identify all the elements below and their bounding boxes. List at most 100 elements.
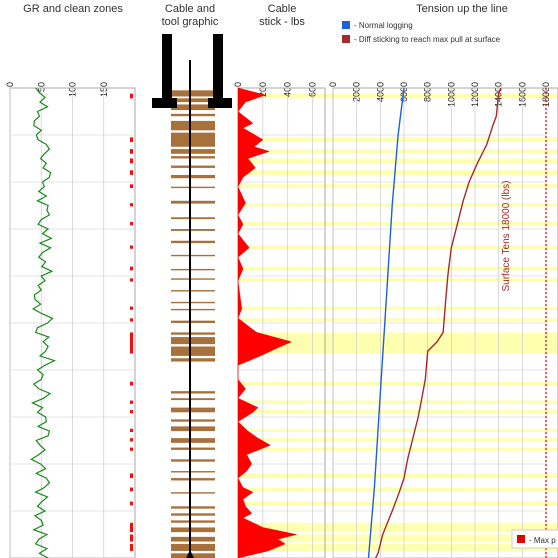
cable-band <box>171 527 215 533</box>
clean-zone-marker <box>130 473 133 479</box>
highlight-band <box>238 278 558 282</box>
gr-grid <box>9 88 135 558</box>
highlight-band <box>238 203 558 207</box>
legend-swatch-sticking <box>342 35 350 43</box>
clean-zone-marker <box>130 534 133 542</box>
cable-band <box>171 419 215 422</box>
clean-zone-marker <box>130 501 133 506</box>
highlight-band <box>238 501 558 506</box>
legend-label-sticking: - Diff sticking to reach max pull at sur… <box>354 35 501 44</box>
stick-panel: Cable stick - lbs 0 200 400 600 <box>233 3 326 558</box>
highlight-band <box>238 447 558 451</box>
max-pull-legend-box: - Max p <box>511 529 558 549</box>
legend-label-normal: - Normal logging <box>354 21 413 30</box>
tension-grid <box>332 88 547 558</box>
cable-band <box>171 240 215 244</box>
cable-panel: Cable and tool graphic <box>152 3 232 558</box>
gr-tick-label: 0 <box>5 82 15 87</box>
cable-band <box>171 478 215 481</box>
highlight-band <box>238 400 558 404</box>
max-pull-legend-frame <box>511 529 558 549</box>
cable-bands <box>171 90 215 558</box>
clean-zone-marker <box>130 522 133 533</box>
cable-band <box>171 90 215 97</box>
cable-band <box>171 278 215 280</box>
cable-panel-title: Cable and tool graphic <box>162 3 219 28</box>
clean-zone-marker <box>130 170 133 175</box>
highlight-band <box>238 158 558 164</box>
surface-tension-annotation: Surface Tens 18000 (lbs) <box>501 181 512 292</box>
cable-band <box>171 391 215 394</box>
clean-zone-marker <box>130 306 133 310</box>
cable-band <box>171 229 215 231</box>
stick-tick-label: 0 <box>233 82 243 87</box>
highlight-band <box>238 332 558 354</box>
clean-zone-marker <box>130 245 133 249</box>
cable-band <box>171 506 215 509</box>
clean-zone-marker <box>130 409 133 414</box>
cable-band <box>171 426 215 432</box>
cable-band <box>171 459 215 462</box>
tool-graphic <box>152 34 232 558</box>
clean-zone-marker <box>130 203 133 207</box>
clean-zone-marker <box>130 278 133 282</box>
cable-band <box>171 543 215 551</box>
cable-band <box>171 492 215 494</box>
highlight-band <box>238 534 558 542</box>
clean-zone-marker <box>130 184 133 189</box>
highlight-band <box>238 170 558 175</box>
clean-zone-markers <box>130 93 133 551</box>
max-pull-legend-swatch <box>517 535 525 543</box>
clean-zone-marker <box>130 266 133 271</box>
highlight-band <box>238 409 558 414</box>
legend-swatch-normal <box>342 21 350 29</box>
normal-logging-line <box>367 87 405 558</box>
clean-zone-marker <box>130 221 133 226</box>
cable-band <box>171 301 215 304</box>
cable-band <box>171 120 215 131</box>
gr-line <box>30 87 56 558</box>
clean-zone-marker <box>130 428 133 433</box>
gr-tick-label: 50 <box>36 82 46 92</box>
highlight-band <box>238 428 558 433</box>
highlight-band <box>238 245 558 249</box>
cable-band <box>171 337 215 345</box>
highlight-band <box>238 381 558 386</box>
cable-band <box>171 268 215 271</box>
highlight-band <box>238 149 558 154</box>
tension-tick-label: 0 <box>328 82 338 87</box>
gr-x-ticks: 0 50 100 150 <box>5 82 109 97</box>
cable-band <box>171 332 215 335</box>
clean-zone-marker <box>130 447 133 451</box>
cable-band <box>171 132 215 147</box>
cable-band <box>171 98 215 103</box>
clean-zone-marker <box>130 137 133 143</box>
cable-band <box>171 186 215 189</box>
clean-zone-marker <box>130 438 133 442</box>
clean-zone-marker <box>130 149 133 154</box>
clean-zone-marker <box>130 93 133 99</box>
tension-legend: - Normal logging - Diff sticking to reac… <box>342 21 501 44</box>
clean-zone-marker <box>130 158 133 164</box>
gr-panel-title: GR and clean zones <box>23 3 123 15</box>
highlight-band <box>238 318 558 322</box>
highlight-band <box>238 487 558 492</box>
highlight-band <box>238 543 558 551</box>
max-pull-legend-label: - Max p <box>529 536 556 545</box>
stick-area <box>237 87 297 558</box>
highlight-band <box>238 522 558 533</box>
highlight-band <box>238 438 558 442</box>
cable-band <box>171 254 215 257</box>
title-line: Cable <box>268 3 297 15</box>
cable-band <box>171 320 215 323</box>
clean-zone-marker <box>130 381 133 386</box>
cable-band <box>171 447 215 450</box>
cable-band <box>171 174 215 179</box>
title-line: Cable and <box>165 3 215 15</box>
stick-panel-title: Cable stick - lbs <box>259 3 305 28</box>
clean-zone-marker <box>130 487 133 492</box>
title-line: tool graphic <box>162 16 219 28</box>
highlight-bands <box>238 93 558 551</box>
clean-zone-marker <box>130 543 133 551</box>
clean-zone-marker <box>130 400 133 404</box>
